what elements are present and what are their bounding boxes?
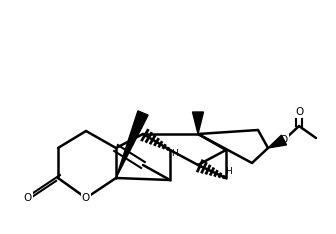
- Text: H: H: [225, 168, 232, 176]
- Text: O: O: [295, 107, 303, 117]
- Text: O: O: [24, 193, 32, 203]
- Polygon shape: [193, 112, 204, 134]
- Text: H: H: [171, 150, 177, 158]
- Polygon shape: [268, 135, 287, 148]
- Text: O: O: [280, 135, 288, 145]
- Polygon shape: [116, 111, 148, 178]
- Text: O: O: [82, 193, 90, 203]
